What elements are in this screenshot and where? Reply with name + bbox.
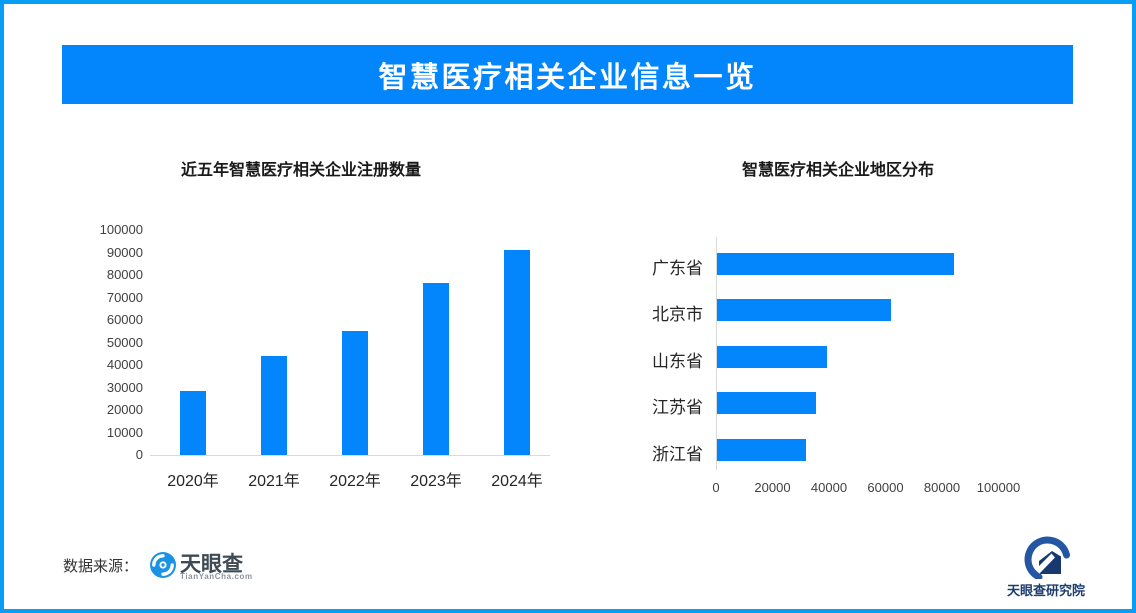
year-label: 2023年	[410, 473, 462, 490]
tianyancha-domain-text: TianYanCha.com	[180, 572, 253, 581]
registration-bar	[180, 390, 206, 455]
research-institute-icon	[1024, 536, 1070, 579]
region-label: 江苏省	[652, 398, 703, 418]
y-tick-label: 30000	[106, 379, 143, 395]
page-title: 智慧医疗相关企业信息一览	[378, 61, 757, 94]
region-label: 北京市	[652, 305, 703, 325]
y-tick-label: 100000	[99, 222, 143, 237]
region-label: 浙江省	[652, 444, 703, 464]
research-institute-name: 天眼查研究院	[1006, 583, 1085, 598]
tianyancha-wordmark: 天眼查	[180, 553, 244, 576]
research-institute-logo: 天眼查研究院	[995, 536, 1097, 599]
x-tick-label: 60000	[867, 480, 904, 495]
x-tick-label: 100000	[976, 480, 1021, 495]
data-source: 数据来源： 天眼查 TianYanCha.com	[63, 550, 270, 590]
region-bar	[717, 345, 828, 368]
title-banner: 智慧医疗相关企业信息一览	[62, 45, 1073, 104]
region-bar	[717, 438, 806, 461]
y-tick-label: 0	[135, 447, 143, 462]
x-axis-line	[150, 455, 550, 456]
year-label: 2022年	[329, 473, 381, 490]
y-tick-label: 10000	[106, 424, 143, 440]
region-label: 山东省	[652, 351, 703, 371]
year-label: 2024年	[491, 473, 543, 490]
x-tick-label: 80000	[923, 480, 961, 495]
y-tick-label: 20000	[106, 402, 143, 417]
y-tick-label: 70000	[106, 289, 143, 305]
region-label: 广东省	[652, 259, 703, 278]
y-axis-line	[716, 237, 717, 470]
y-tick-label: 90000	[106, 244, 143, 260]
regions-chart-title: 智慧医疗相关企业地区分布	[741, 162, 934, 179]
x-tick-label: 40000	[810, 480, 848, 495]
tianyancha-eye-icon	[150, 552, 177, 578]
tianyancha-logo: 天眼查 TianYanCha.com	[150, 550, 270, 590]
year-label: 2021年	[248, 473, 300, 490]
region-bar	[717, 299, 891, 322]
y-tick-label: 40000	[106, 357, 143, 372]
data-source-label: 数据来源：	[63, 558, 139, 575]
registrations-chart-title: 近五年智慧医疗相关企业注册数量	[180, 162, 421, 179]
x-tick-label: 0	[712, 480, 720, 495]
registration-bar	[342, 331, 368, 455]
registration-bar	[423, 282, 449, 455]
region-bar	[717, 253, 955, 275]
year-label: 2020年	[167, 473, 219, 490]
y-tick-label: 50000	[106, 334, 143, 350]
registration-bar	[504, 250, 530, 455]
x-tick-label: 20000	[754, 480, 791, 495]
region-bar	[717, 392, 816, 415]
registration-bar	[261, 356, 287, 455]
y-tick-label: 80000	[106, 267, 143, 282]
y-tick-label: 60000	[106, 312, 143, 327]
